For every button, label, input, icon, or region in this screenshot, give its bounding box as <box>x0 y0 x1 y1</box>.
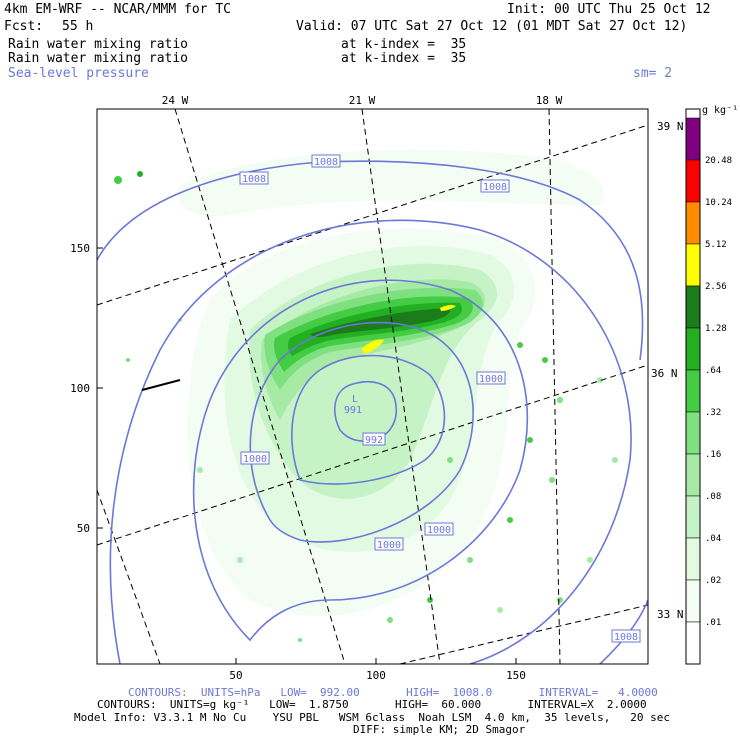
lon-label-21w: 21 W <box>349 94 376 107</box>
colorbar-label: 1.28 <box>705 324 727 334</box>
footer-contours-rain: CONTOURS: UNITS=g kg⁻¹ LOW= 1.8750 HIGH=… <box>97 698 647 711</box>
x-tick-50: 50 <box>229 669 242 682</box>
field1-level: at k-index = 35 <box>341 37 467 52</box>
forecast-hour: 55 h <box>62 19 94 34</box>
colorbar-cell <box>685 537 701 581</box>
colorbar-label: .08 <box>705 492 721 502</box>
colorbar-label: .01 <box>705 618 721 628</box>
latlon-grid <box>97 109 648 664</box>
y-tick-50: 50 <box>77 522 90 535</box>
field1-name: Rain water mixing ratio <box>8 37 189 52</box>
colorbar-cell <box>685 453 701 497</box>
colorbar-cell <box>685 579 701 623</box>
lon-label-24w: 24 W <box>162 94 189 107</box>
colorbar-cell <box>685 117 701 161</box>
colorbar-cell <box>685 411 701 455</box>
model-title: 4km EM-WRF -- NCAR/MMM for TC <box>4 2 231 17</box>
init-time: Init: 00 UTC Thu 25 Oct 12 <box>507 2 711 17</box>
colorbar-cell <box>685 201 701 245</box>
colorbar-label: .64 <box>705 366 721 376</box>
lat-label-39n: 39 N <box>657 120 684 133</box>
contour-label-1000-d: 1000 <box>377 540 401 551</box>
contour-label-1008-b: 1008 <box>242 174 266 185</box>
pressure-contours <box>97 160 648 664</box>
colorbar-cell <box>685 369 701 413</box>
footer-model-info: Model Info: V3.3.1 M No Cu YSU PBL WSM 6… <box>74 711 671 724</box>
colorbar-cap <box>686 109 700 118</box>
footer-contours-pressure: CONTOURS: UNITS=hPa LOW= 992.00 HIGH= 10… <box>128 686 658 699</box>
contour-label-1000-a: 1000 <box>479 374 503 385</box>
colorbar-cell <box>685 621 701 665</box>
colorbar-label: .16 <box>705 450 721 460</box>
colorbar-label: 20.48 <box>705 156 732 166</box>
colorbar-label: .32 <box>705 408 721 418</box>
colorbar-units: g kg⁻¹ <box>702 105 738 116</box>
y-tick-150: 150 <box>70 242 90 255</box>
y-tick-100: 100 <box>70 382 90 395</box>
valid-time: Valid: 07 UTC Sat 27 Oct 12 (01 MDT Sat … <box>296 19 688 34</box>
colorbar-cell <box>685 159 701 203</box>
contour-label-1008-c: 1008 <box>483 182 507 193</box>
colorbar-cell <box>685 327 701 371</box>
contour-label-1000-b: 1000 <box>243 454 267 465</box>
coastline-segment <box>141 379 181 391</box>
low-center-value: 991 <box>344 405 362 416</box>
colorbar-cell <box>685 285 701 329</box>
colorbar-label: .04 <box>705 534 721 544</box>
contour-label-1000-c: 1000 <box>427 525 451 536</box>
field3-name: Sea-level pressure <box>8 66 149 81</box>
colorbar-label: 2.56 <box>705 282 727 292</box>
forecast-label: Fcst: <box>4 19 44 34</box>
x-tick-150: 150 <box>506 669 526 682</box>
lat-label-33n: 33 N <box>657 608 684 621</box>
footer-diffusion: DIFF: simple KM; 2D Smagor <box>353 723 526 736</box>
contour-label-1008-a: 1008 <box>314 157 338 168</box>
contour-label-992: 992 <box>365 435 383 446</box>
lon-label-18w: 18 W <box>536 94 563 107</box>
field2-name: Rain water mixing ratio <box>8 51 189 66</box>
colorbar: g kg⁻¹ 20.48 10.24 5.12 2.56 1.28 .64 .32 .16 .0… <box>685 105 738 665</box>
colorbar-label: .02 <box>705 576 721 586</box>
low-center-symbol: L <box>352 394 358 405</box>
colorbar-cell <box>685 495 701 539</box>
colorbar-label: 10.24 <box>705 198 732 208</box>
field2-level: at k-index = 35 <box>341 51 467 66</box>
colorbar-cell <box>685 243 701 287</box>
contour-label-1008-d: 1008 <box>614 632 638 643</box>
x-tick-100: 100 <box>366 669 386 682</box>
smoothing-label: sm= 2 <box>633 66 673 81</box>
rain-shading <box>114 149 618 642</box>
plot-frame <box>96 108 649 665</box>
lat-label-36n: 36 N <box>651 367 678 380</box>
colorbar-label: 5.12 <box>705 240 727 250</box>
